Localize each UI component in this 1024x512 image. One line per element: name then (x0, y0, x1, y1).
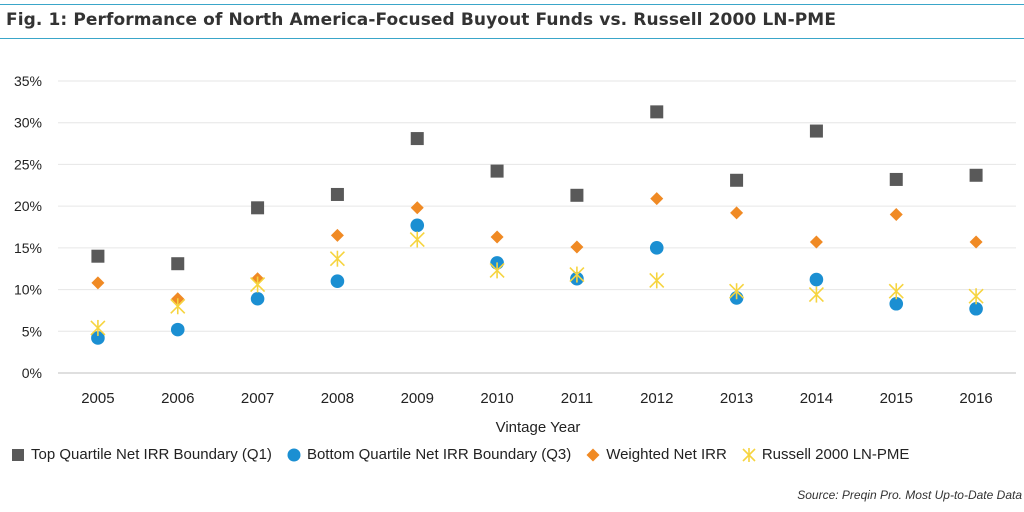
data-point-diamond (889, 207, 903, 221)
data-point-star (250, 276, 266, 293)
title-accent-rule (0, 38, 1024, 39)
y-tick-label: 5% (22, 323, 42, 339)
x-tick-label: 2012 (640, 390, 673, 407)
series-star (90, 231, 984, 336)
data-point-star (729, 283, 745, 300)
x-tick-label: 2010 (480, 390, 513, 407)
circle-marker-icon (286, 447, 302, 463)
x-tick-label: 2006 (161, 390, 194, 407)
chart-legend: Top Quartile Net IRR Boundary (Q1) Botto… (10, 446, 1020, 463)
data-point-circle (649, 241, 664, 255)
legend-label-weighted: Weighted Net IRR (606, 446, 727, 463)
data-point-star (569, 266, 585, 283)
data-point-square (730, 173, 744, 187)
series-circle (91, 218, 983, 345)
legend-label-q1: Top Quartile Net IRR Boundary (Q1) (31, 446, 272, 463)
data-point-circle (969, 301, 983, 316)
data-point-circle (410, 218, 425, 233)
data-point-square (171, 257, 185, 271)
data-point-circle (170, 322, 185, 337)
legend-label-q3: Bottom Quartile Net IRR Boundary (Q3) (306, 446, 572, 463)
data-point-square (91, 249, 105, 263)
star-marker-icon (741, 447, 757, 463)
legend-label-russell: Russell 2000 LN-PME (761, 446, 910, 463)
data-point-star (329, 250, 345, 267)
y-tick-label: 35% (14, 73, 42, 89)
data-point-diamond (410, 201, 424, 215)
data-point-circle (91, 331, 105, 345)
x-axis-label: Vintage Year (496, 419, 581, 436)
data-marks (90, 105, 984, 345)
data-point-star (409, 231, 425, 248)
data-point-circle (250, 291, 265, 306)
data-point-star (968, 288, 984, 305)
series-square (91, 105, 983, 271)
data-point-star (808, 286, 824, 303)
legend-item-russell: Russell 2000 LN-PME (741, 446, 910, 463)
data-point-square (330, 187, 344, 201)
data-point-square (809, 124, 823, 138)
data-point-diamond (91, 276, 105, 290)
data-point-star (649, 272, 665, 289)
top-accent-rule (0, 4, 1024, 5)
x-tick-label: 2008 (321, 390, 354, 407)
source-note: Source: Preqin Pro. Most Up-to-Date Data (797, 488, 1022, 502)
data-point-star (489, 262, 505, 279)
x-tick-label: 2014 (800, 390, 833, 407)
y-tick-label: 30% (14, 115, 42, 131)
legend-item-q3: Bottom Quartile Net IRR Boundary (Q3) (286, 446, 571, 463)
y-tick-label: 20% (14, 198, 42, 214)
x-tick-label: 2005 (81, 390, 114, 407)
legend-item-q1: Top Quartile Net IRR Boundary (Q1) (10, 446, 272, 463)
y-tick-label: 15% (14, 240, 42, 256)
data-point-diamond (969, 235, 983, 249)
chart-title: Fig. 1: Performance of North America-Foc… (6, 10, 837, 30)
y-tick-label: 0% (22, 365, 42, 381)
legend-item-weighted: Weighted Net IRR (585, 446, 727, 463)
gridlines (58, 80, 1016, 332)
data-point-circle (330, 274, 345, 289)
x-tick-label: 2015 (880, 390, 913, 407)
data-point-diamond (570, 240, 584, 254)
data-point-circle (809, 272, 824, 287)
y-axis: 0% 5% 10% 15% 20% 25% 30% 35% (14, 73, 42, 381)
data-point-square (251, 201, 265, 215)
diamond-marker-icon (585, 447, 601, 463)
x-tick-label: 2013 (720, 390, 753, 407)
x-axis: 2005 2006 2007 2008 2009 2010 2011 2012 2013 2014… (58, 372, 1016, 407)
data-point-diamond (730, 206, 744, 220)
x-tick-label: 2011 (561, 390, 593, 407)
data-point-star (170, 298, 186, 315)
data-point-circle (889, 296, 904, 311)
data-point-square (570, 188, 584, 202)
data-point-star (888, 283, 904, 300)
x-tick-label: 2009 (401, 390, 434, 407)
y-tick-label: 10% (14, 282, 42, 298)
x-tick-label: 2007 (241, 390, 274, 407)
square-marker-icon (10, 447, 26, 463)
data-point-square (490, 164, 504, 178)
data-point-diamond (809, 235, 823, 249)
data-point-diamond (490, 230, 504, 244)
y-tick-label: 25% (14, 156, 42, 172)
data-point-diamond (650, 192, 664, 206)
series-diamond (91, 192, 983, 306)
data-point-diamond (330, 228, 344, 242)
data-point-star (90, 319, 106, 336)
data-point-square (410, 132, 424, 146)
data-point-square (650, 105, 664, 119)
data-point-square (969, 168, 983, 182)
x-tick-label: 2016 (959, 390, 992, 407)
data-point-square (889, 172, 903, 186)
